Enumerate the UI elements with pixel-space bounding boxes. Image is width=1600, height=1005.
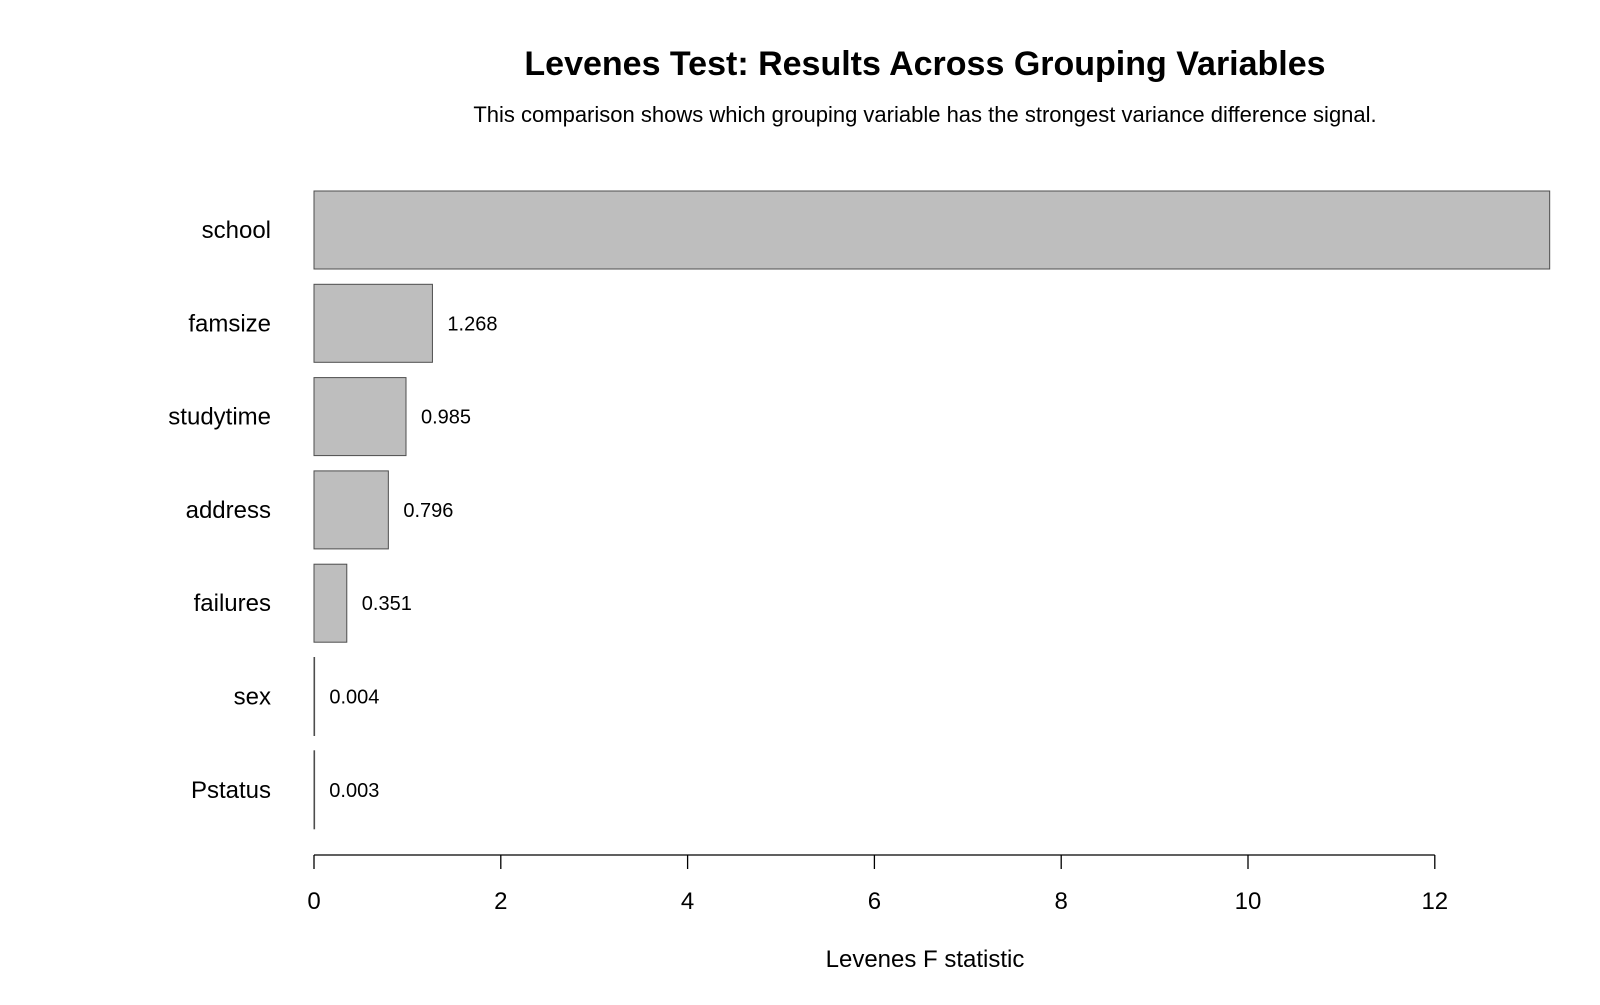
x-tick-label-10: 10 [1235, 888, 1262, 915]
category-label-studytime: studytime [168, 404, 271, 431]
bar-Pstatus [313, 750, 316, 830]
bar-studytime [313, 377, 407, 457]
x-axis: 0 2 4 6 8 10 12 [307, 854, 1448, 915]
value-label-Pstatus: 0.003 [329, 780, 379, 802]
bar-famsize [313, 283, 433, 363]
category-label-school: school [202, 217, 271, 244]
x-tick-label-2: 2 [494, 888, 507, 915]
value-label-sex: 0.004 [329, 687, 379, 709]
x-tick-label-4: 4 [681, 888, 694, 915]
bar-sex [313, 657, 316, 736]
x-tick-label-12: 12 [1421, 888, 1448, 915]
category-label-famsize: famsize [188, 310, 271, 337]
category-label-Pstatus: Pstatus [191, 777, 271, 804]
x-tick-label-8: 8 [1055, 888, 1068, 915]
value-label-famsize: 1.268 [447, 313, 497, 335]
bar-address [313, 470, 389, 550]
bar-failures [313, 563, 348, 643]
category-label-sex: sex [234, 684, 271, 711]
category-label-address: address [186, 497, 271, 524]
x-tick-label-0: 0 [307, 888, 320, 915]
category-label-failures: failures [194, 590, 271, 617]
chart-title: Levenes Test: Results Across Grouping Va… [524, 45, 1325, 83]
bars-layer: school famsize 1.268 studytime 0.985 address 0… [168, 190, 1551, 830]
value-label-address: 0.796 [403, 500, 453, 522]
x-tick-label-6: 6 [868, 888, 881, 915]
value-label-studytime: 0.985 [421, 407, 471, 429]
chart-subtitle: This comparison shows which grouping var… [473, 102, 1376, 127]
bar-school [313, 190, 1551, 270]
value-label-failures: 0.351 [362, 593, 412, 615]
x-axis-title: Levenes F statistic [826, 946, 1025, 973]
